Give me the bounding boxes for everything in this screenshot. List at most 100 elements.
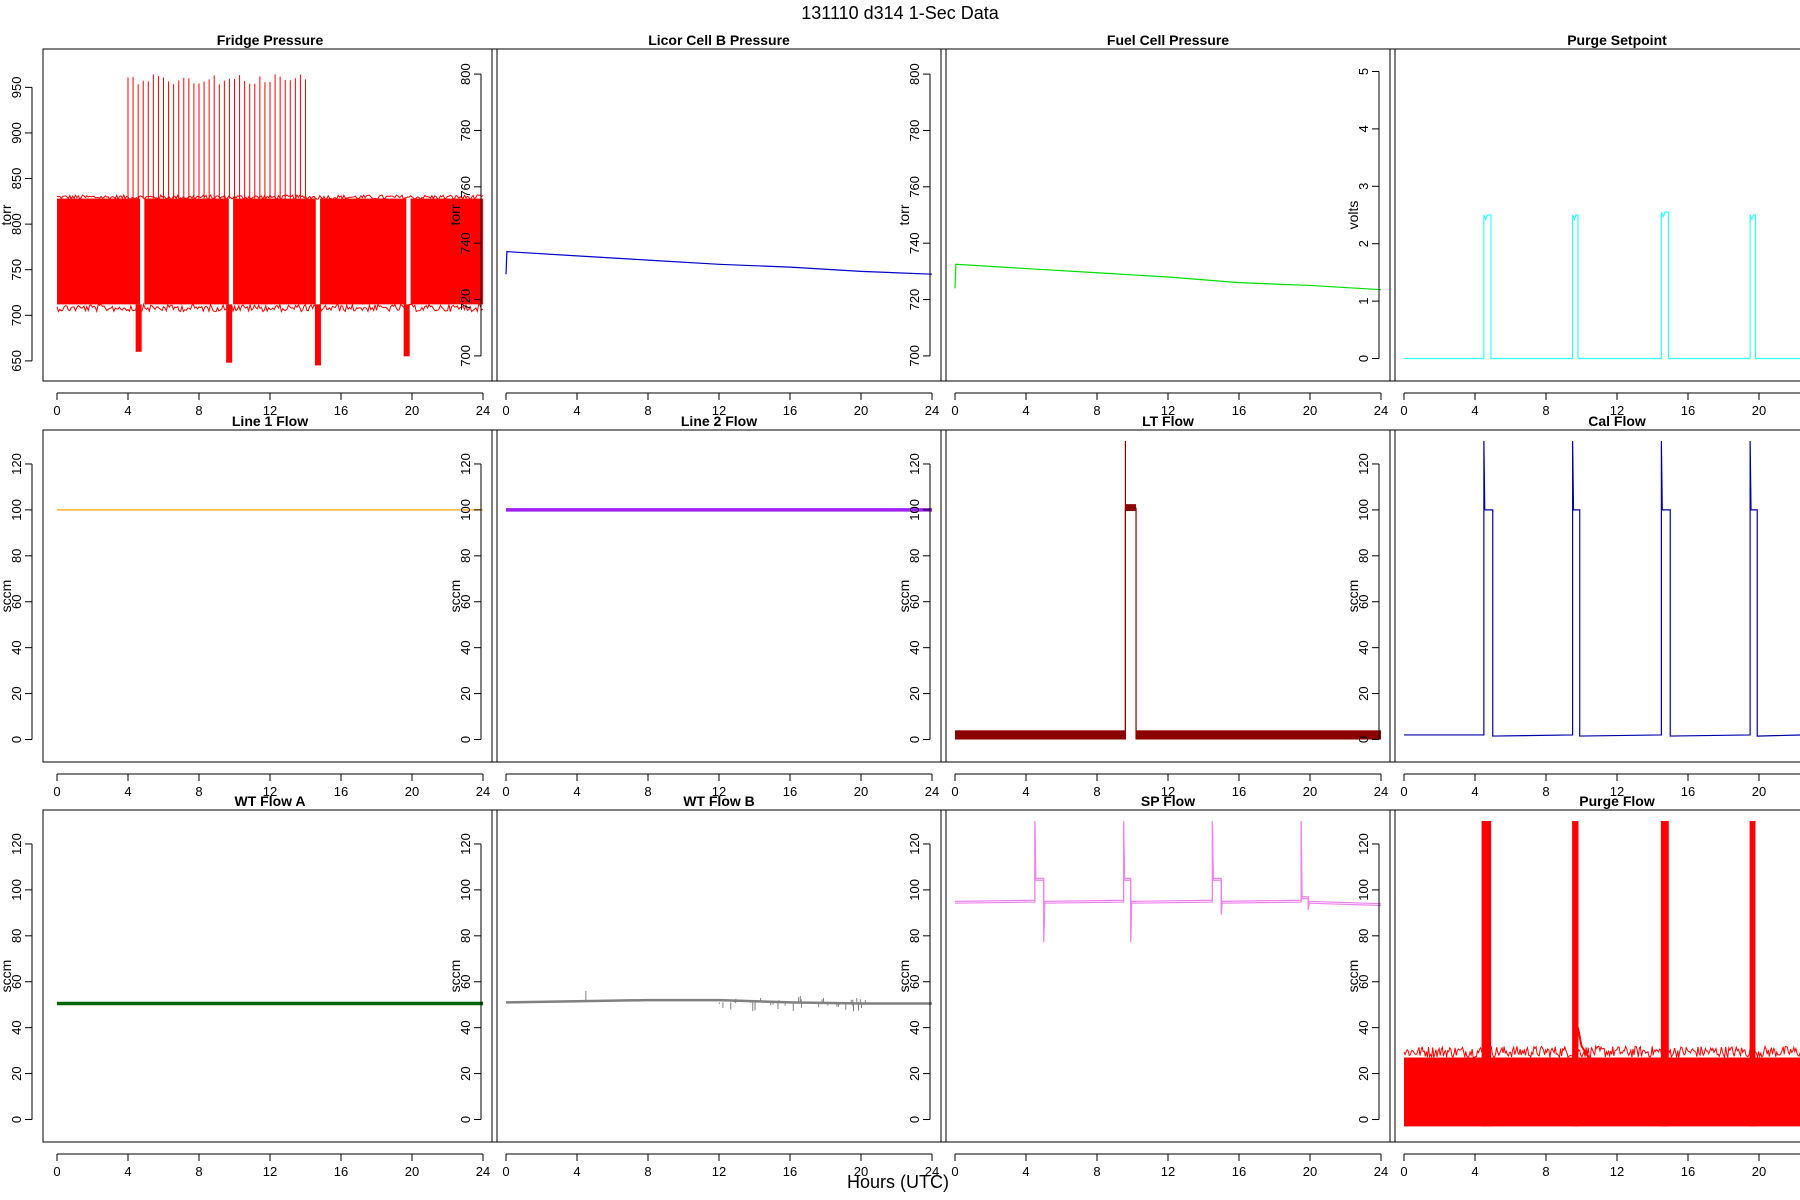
series-band — [320, 198, 407, 305]
y-tick-label: 780 — [458, 120, 473, 142]
x-tick-label: 24 — [1374, 403, 1388, 418]
series-dip — [403, 304, 410, 357]
x-tick-label: 16 — [1232, 1164, 1246, 1179]
y-axis-label: sccm — [1345, 580, 1361, 613]
y-tick-label: 100 — [907, 879, 922, 901]
y-axis-label: torr — [447, 204, 463, 225]
y-tick-label: 760 — [458, 176, 473, 198]
y-tick-label: 20 — [1356, 686, 1371, 700]
y-tick-label: 3 — [1356, 183, 1371, 190]
x-tick-label: 8 — [195, 403, 202, 418]
x-tick-label: 0 — [1400, 784, 1407, 799]
y-tick-label: 740 — [458, 232, 473, 254]
panel-fridge-pressure: Fridge Pressure 0 4 8 12 16 20 24 650 700 750 800 85… — [0, 32, 498, 418]
y-axis-label: sccm — [447, 960, 463, 993]
y-tick-label: 900 — [9, 122, 24, 144]
y-tick-label: 20 — [9, 686, 24, 700]
y-tick-label: 120 — [9, 833, 24, 855]
panel-title: Line 1 Flow — [232, 413, 308, 429]
x-tick-label: 20 — [854, 1164, 868, 1179]
x-tick-label: 8 — [1093, 1164, 1100, 1179]
series-band-edge — [1403, 1044, 1800, 1059]
series-band — [1404, 1057, 1800, 1127]
x-tick-label: 16 — [1232, 784, 1246, 799]
x-tick-label: 16 — [783, 403, 797, 418]
panel-lt-flow: LT Flow 0 4 8 12 16 20 24 0 20 40 60 80 100 120 sccm — [896, 413, 1396, 799]
y-tick-label: 60 — [458, 595, 473, 609]
panel-title: Fridge Pressure — [217, 32, 324, 48]
panel-licor-cell-b-pressure: Licor Cell B Pressure 0 4 8 12 16 20 24 700 720 74… — [447, 32, 947, 418]
x-tick-label: 20 — [405, 1164, 419, 1179]
y-tick-label: 40 — [458, 1020, 473, 1034]
x-tick-label: 16 — [783, 784, 797, 799]
series-line — [1404, 211, 1800, 360]
plot-area — [505, 251, 933, 275]
y-tick-label: 20 — [458, 686, 473, 700]
x-tick-label: 12 — [1161, 784, 1175, 799]
panel-wt-flow-b: WT Flow B 0 4 8 12 16 20 24 0 20 40 60 80 100 120 sccm — [447, 793, 947, 1179]
y-tick-label: 120 — [1356, 453, 1371, 475]
y-tick-label: 740 — [907, 232, 922, 254]
x-tick-label: 4 — [573, 784, 580, 799]
y-tick-label: 100 — [1356, 499, 1371, 521]
y-tick-label: 60 — [1356, 595, 1371, 609]
y-tick-label: 40 — [907, 640, 922, 654]
series-dip — [226, 304, 233, 363]
x-tick-label: 0 — [1400, 1164, 1407, 1179]
x-tick-label: 24 — [925, 784, 939, 799]
y-tick-label: 80 — [458, 929, 473, 943]
y-axis-label: sccm — [447, 580, 463, 613]
x-tick-label: 0 — [502, 784, 509, 799]
x-tick-label: 4 — [573, 403, 580, 418]
x-tick-label: 4 — [124, 1164, 131, 1179]
x-tick-label: 20 — [1303, 403, 1317, 418]
x-tick-label: 4 — [573, 1164, 580, 1179]
plot-frame — [491, 429, 947, 763]
plot-frame — [42, 48, 498, 382]
x-tick-label: 8 — [644, 784, 651, 799]
x-tick-label: 16 — [334, 784, 348, 799]
x-tick-label: 4 — [1471, 1164, 1478, 1179]
y-tick-label: 720 — [458, 289, 473, 311]
y-tick-label: 40 — [1356, 1020, 1371, 1034]
panel-title: Purge Flow — [1579, 793, 1655, 809]
panel-title: WT Flow B — [683, 793, 755, 809]
y-tick-label: 20 — [907, 1066, 922, 1080]
plot-frame — [491, 809, 947, 1143]
x-tick-label: 20 — [1303, 1164, 1317, 1179]
y-tick-label: 800 — [9, 213, 24, 235]
panel-title: LT Flow — [1142, 413, 1194, 429]
y-tick-label: 850 — [9, 168, 24, 190]
y-tick-label: 700 — [9, 304, 24, 326]
y-tick-label: 5 — [1356, 68, 1371, 75]
x-tick-label: 0 — [1400, 403, 1407, 418]
y-tick-label: 20 — [1356, 1066, 1371, 1080]
x-tick-label: 4 — [1022, 784, 1029, 799]
x-tick-label: 8 — [1542, 403, 1549, 418]
x-tick-label: 8 — [195, 1164, 202, 1179]
x-tick-label: 20 — [405, 784, 419, 799]
plot-frame — [940, 429, 1396, 763]
plot-area — [954, 263, 1382, 291]
series-band — [1136, 730, 1381, 740]
y-tick-label: 750 — [9, 259, 24, 281]
x-tick-label: 24 — [476, 784, 490, 799]
x-tick-label: 8 — [1093, 403, 1100, 418]
series-band-edge — [56, 302, 484, 314]
panel-title: SP Flow — [1141, 793, 1195, 809]
y-tick-label: 120 — [907, 453, 922, 475]
y-tick-label: 60 — [458, 975, 473, 989]
x-tick-label: 20 — [405, 403, 419, 418]
y-tick-label: 4 — [1356, 125, 1371, 132]
y-tick-label: 0 — [1356, 736, 1371, 743]
y-tick-label: 60 — [1356, 975, 1371, 989]
y-tick-label: 0 — [1356, 355, 1371, 362]
x-tick-label: 20 — [1752, 784, 1766, 799]
series-line — [954, 822, 1382, 943]
y-tick-label: 20 — [458, 1066, 473, 1080]
plot-frame — [940, 809, 1396, 1143]
plot-frame — [1389, 48, 1800, 382]
y-tick-label: 950 — [9, 77, 24, 99]
series-band — [955, 730, 1126, 740]
x-tick-label: 0 — [53, 1164, 60, 1179]
